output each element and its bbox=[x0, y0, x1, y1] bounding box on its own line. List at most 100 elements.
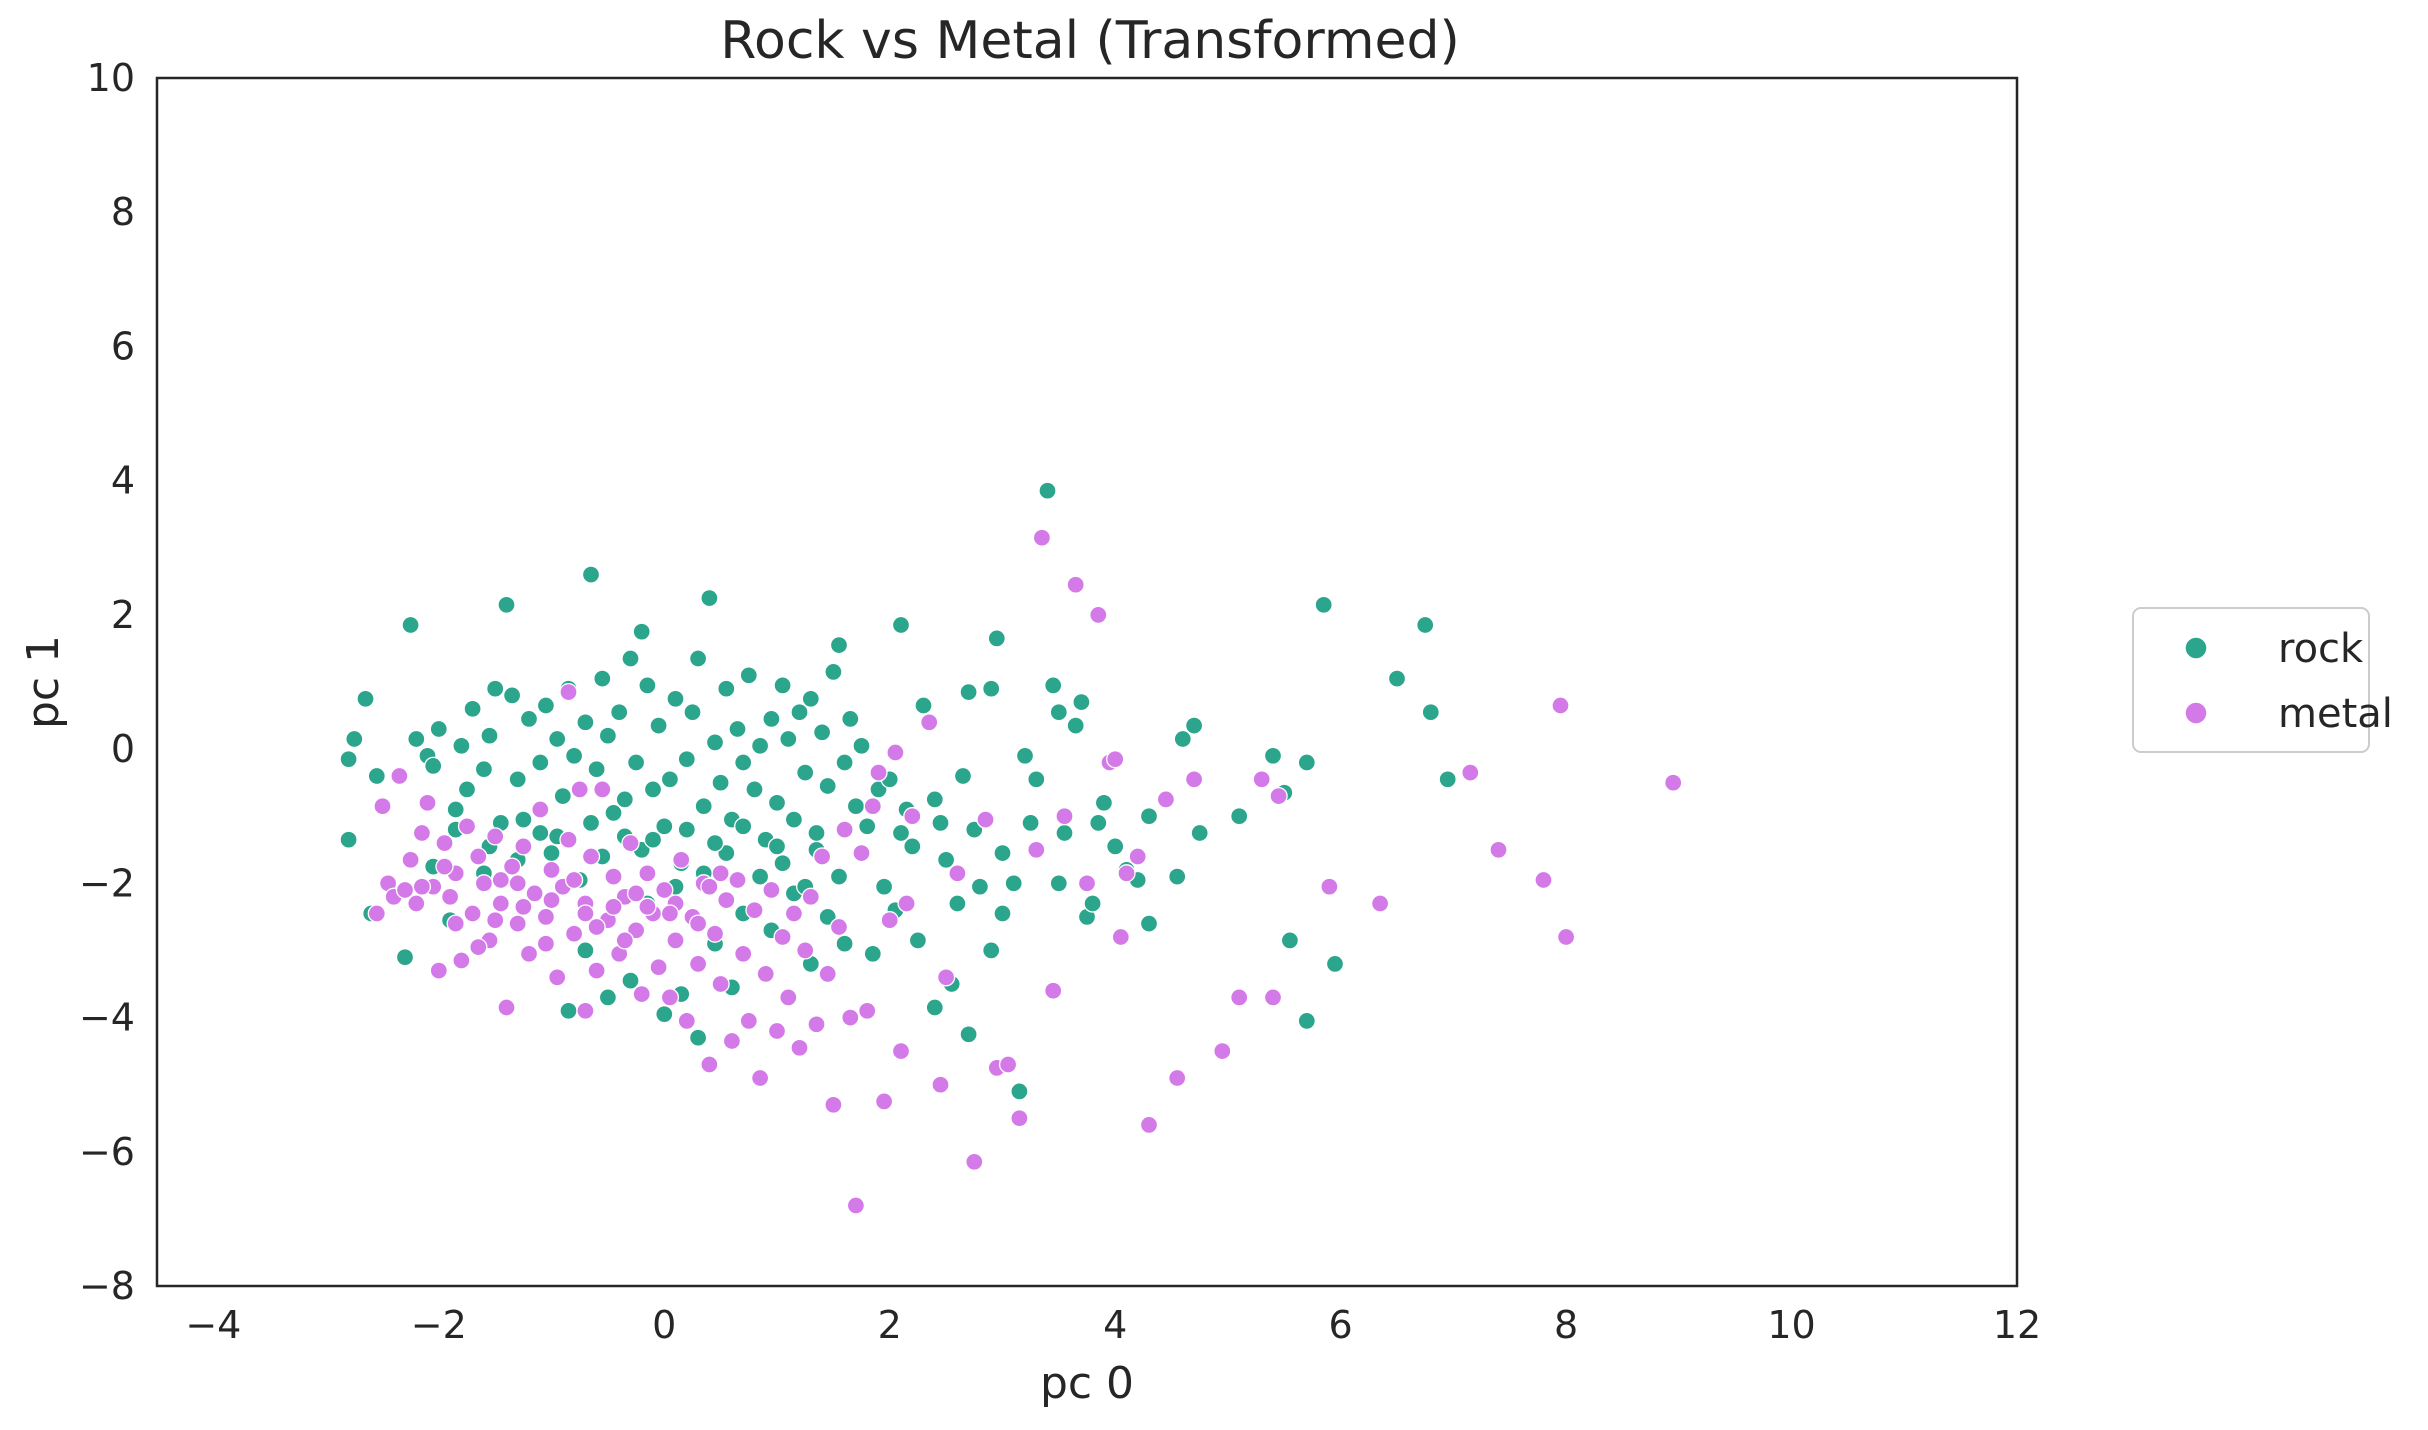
rock-point bbox=[728, 719, 747, 739]
rock-point bbox=[925, 998, 944, 1017]
rock-point bbox=[745, 780, 764, 799]
rock-point bbox=[700, 588, 719, 608]
legend-marker-metal bbox=[2184, 701, 2208, 725]
rock-point bbox=[1015, 746, 1035, 765]
metal-point bbox=[762, 880, 781, 900]
metal-point bbox=[638, 864, 657, 883]
rock-point bbox=[767, 793, 787, 812]
metal-point bbox=[1213, 1041, 1232, 1061]
metal-point bbox=[688, 954, 708, 974]
metal-point bbox=[1106, 750, 1125, 769]
metal-point bbox=[638, 897, 657, 916]
metal-point bbox=[373, 797, 392, 816]
metal-point bbox=[700, 1055, 719, 1074]
rock-point bbox=[1190, 823, 1209, 843]
metal-point bbox=[407, 894, 426, 913]
rock-point bbox=[705, 833, 725, 853]
legend: rock metal bbox=[2132, 607, 2393, 753]
metal-point bbox=[1551, 696, 1570, 715]
rock-point bbox=[1139, 807, 1159, 826]
metal-point bbox=[525, 884, 544, 903]
rock-point bbox=[452, 736, 471, 755]
points-layer bbox=[339, 481, 1683, 1215]
metal-point bbox=[750, 1068, 770, 1088]
metal-point bbox=[401, 850, 420, 869]
y-tick-label: 4 bbox=[111, 459, 135, 503]
rock-point bbox=[835, 934, 854, 953]
rock-point bbox=[982, 679, 1001, 698]
metal-point bbox=[604, 897, 623, 916]
metal-point bbox=[621, 833, 640, 853]
metal-point bbox=[491, 894, 510, 913]
rock-point bbox=[750, 867, 770, 886]
rock-point bbox=[395, 948, 415, 967]
metal-point bbox=[440, 887, 460, 906]
y-tick-label: 2 bbox=[111, 593, 135, 637]
y-axis-label: pc 1 bbox=[18, 635, 69, 729]
x-tick-label: 6 bbox=[1329, 1303, 1353, 1347]
metal-point bbox=[688, 914, 708, 933]
metal-point bbox=[1139, 1115, 1159, 1135]
rock-point bbox=[457, 780, 477, 799]
rock-point bbox=[767, 837, 787, 856]
metal-point bbox=[784, 904, 804, 923]
rock-point bbox=[486, 679, 505, 698]
metal-point bbox=[615, 931, 634, 950]
rock-point bbox=[959, 682, 978, 702]
rock-point bbox=[474, 760, 494, 779]
rock-point bbox=[1263, 746, 1283, 765]
rock-point bbox=[688, 649, 708, 668]
rock-point bbox=[835, 753, 854, 772]
rock-point bbox=[914, 696, 933, 715]
rock-point bbox=[531, 753, 550, 772]
rock-point bbox=[829, 867, 849, 886]
metal-point bbox=[655, 880, 674, 900]
rock-point bbox=[1044, 676, 1063, 695]
metal-point bbox=[936, 968, 956, 987]
rock-point bbox=[1168, 867, 1187, 886]
rock-point bbox=[863, 944, 882, 963]
metal-point bbox=[463, 904, 482, 923]
rock-point bbox=[581, 813, 601, 833]
metal-point bbox=[835, 820, 854, 839]
metal-point bbox=[1111, 927, 1130, 947]
metal-point bbox=[1664, 773, 1683, 792]
metal-point bbox=[390, 766, 409, 786]
metal-point bbox=[626, 921, 646, 940]
rock-point bbox=[604, 803, 623, 823]
metal-point bbox=[486, 911, 505, 930]
metal-point bbox=[395, 880, 415, 900]
metal-point bbox=[587, 961, 606, 980]
metal-point bbox=[824, 1095, 843, 1114]
metal-point bbox=[587, 917, 606, 937]
rock-point bbox=[564, 746, 584, 765]
rock-point bbox=[1106, 837, 1125, 856]
plot-frame bbox=[155, 76, 2019, 1288]
metal-point bbox=[869, 763, 888, 782]
metal-point bbox=[570, 780, 589, 799]
rock-point bbox=[345, 729, 364, 749]
metal-point bbox=[841, 1008, 860, 1027]
metal-point bbox=[536, 907, 556, 927]
rock-point bbox=[931, 813, 950, 833]
rock-point bbox=[643, 780, 663, 799]
metal-point bbox=[1044, 981, 1063, 1000]
metal-point bbox=[711, 974, 730, 994]
rock-point bbox=[874, 877, 894, 896]
rock-point bbox=[339, 750, 358, 769]
metal-point bbox=[446, 914, 465, 933]
rock-point bbox=[502, 686, 522, 705]
rock-point bbox=[508, 770, 527, 789]
metal-point bbox=[508, 874, 527, 893]
metal-point bbox=[711, 864, 730, 883]
metal-point bbox=[796, 941, 815, 960]
rock-point bbox=[925, 790, 944, 809]
rock-point bbox=[536, 696, 556, 715]
metal-point bbox=[739, 1011, 758, 1031]
metal-point bbox=[542, 860, 561, 880]
metal-point bbox=[502, 857, 522, 876]
x-tick-label: 10 bbox=[1767, 1303, 1815, 1347]
metal-point bbox=[812, 847, 832, 866]
rock-point bbox=[1297, 1011, 1316, 1031]
metal-point bbox=[452, 951, 471, 970]
